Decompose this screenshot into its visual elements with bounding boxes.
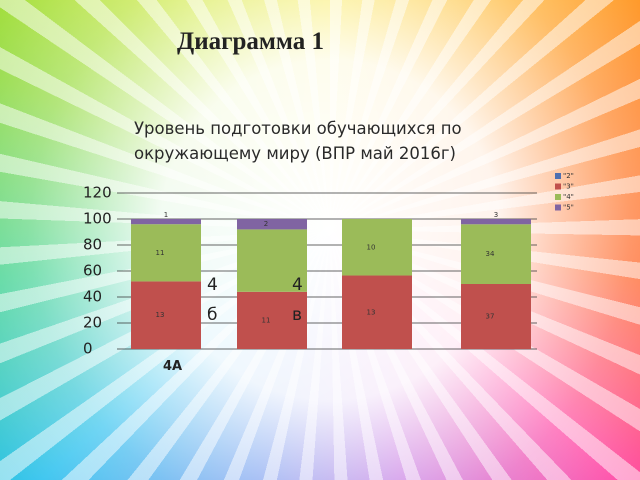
y-tick-label: 120	[83, 184, 112, 202]
legend-swatch	[555, 173, 561, 179]
y-tick-label: 0	[83, 340, 93, 358]
data-label: 2	[264, 220, 268, 228]
data-label: 1	[164, 211, 168, 219]
slide-title: Диаграмма 1	[177, 28, 324, 55]
bar-segment	[237, 291, 307, 349]
data-label: 13	[156, 311, 165, 319]
bar-segment	[237, 219, 307, 230]
data-label: 3	[494, 211, 498, 219]
y-tick-label: 100	[83, 210, 112, 228]
legend-swatch	[555, 194, 561, 200]
data-label: 11	[156, 249, 165, 257]
legend-swatch	[555, 183, 561, 190]
legend-label: "2"	[563, 172, 574, 180]
bar-segment	[461, 224, 531, 284]
legend-label: "3"	[563, 183, 574, 191]
data-label: 11	[262, 316, 271, 324]
y-tick-label: 40	[83, 288, 102, 306]
x-tick-label: 4 в	[292, 275, 303, 325]
bar-segment	[461, 219, 531, 225]
bar-segment	[342, 219, 412, 276]
legend-label: "5"	[563, 204, 574, 212]
bar-segment	[342, 275, 412, 349]
data-label: 37	[486, 313, 495, 321]
data-label: 10	[367, 243, 376, 251]
legend-label: "4"	[563, 193, 574, 201]
data-label: 13	[367, 308, 376, 316]
x-tick-label: 4А	[163, 359, 183, 374]
legend-swatch	[555, 204, 561, 211]
bar-segment	[131, 281, 201, 349]
bar-segment	[131, 219, 201, 225]
bar-segment	[461, 284, 531, 349]
y-tick-label: 20	[83, 314, 102, 332]
bar-segment	[131, 224, 201, 282]
chart-title: Уровень подготовки обучающихся по окружа…	[134, 119, 462, 163]
y-tick-label: 80	[83, 236, 102, 254]
bar-segment	[237, 229, 307, 292]
x-tick-label: 4 б	[207, 275, 218, 325]
data-label: 34	[486, 250, 495, 258]
y-tick-label: 60	[83, 262, 102, 280]
